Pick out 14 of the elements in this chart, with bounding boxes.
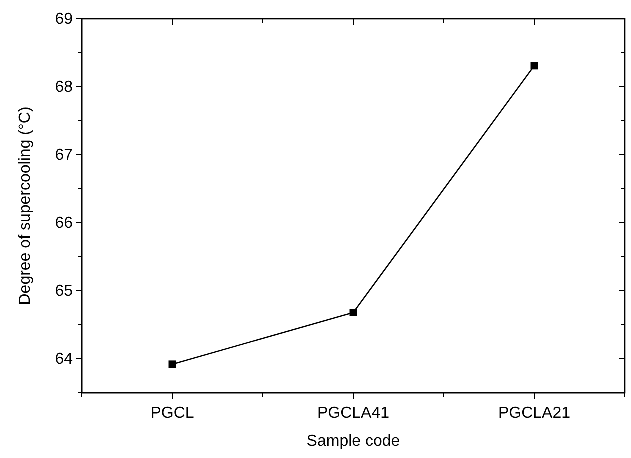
- y-tick-label: 67: [55, 147, 74, 164]
- x-tick-label: PGCLA41: [317, 405, 390, 422]
- y-tick-label: 64: [55, 351, 74, 368]
- y-tick-label: 68: [55, 79, 74, 96]
- x-axis-title: Sample code: [306, 433, 400, 450]
- point: [350, 309, 358, 316]
- point: [530, 62, 538, 70]
- x-tick-label: PGCL: [150, 405, 194, 422]
- point: [168, 360, 176, 368]
- y-tick-label: 65: [55, 283, 74, 300]
- y-tick-label: 66: [55, 215, 74, 232]
- x-tick-label: PGCLA21: [498, 405, 571, 422]
- y-axis-title: Degree of supercooling (°C): [17, 106, 34, 306]
- y-tick-label: 69: [55, 11, 74, 28]
